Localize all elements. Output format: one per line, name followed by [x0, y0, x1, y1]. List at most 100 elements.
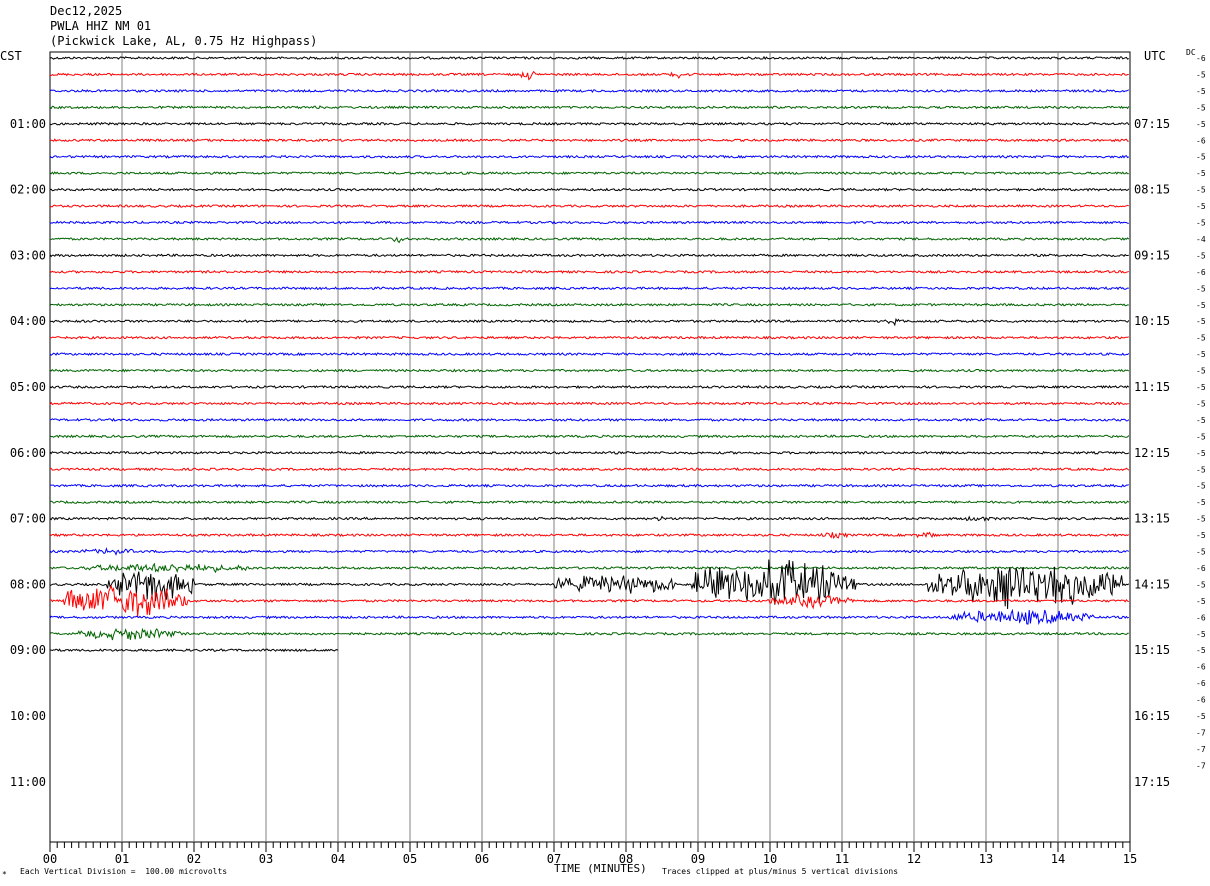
plot-location: (Pickwick Lake, AL, 0.75 Hz Highpass): [50, 34, 318, 48]
left-timezone-label: CST: [0, 49, 22, 63]
x-tick-label: 09: [691, 852, 705, 866]
right-hour-label: 10:15: [1134, 314, 1170, 328]
x-tick-label: 13: [979, 852, 993, 866]
seismic-trace: [49, 88, 1130, 93]
seismic-trace: [49, 204, 1130, 209]
seismic-trace: [49, 531, 1130, 539]
dc-offset-value: -5: [1196, 416, 1206, 425]
seismic-trace: [49, 483, 1129, 488]
dc-offset-value: -6: [1196, 268, 1206, 277]
dc-offset-value: -5: [1196, 399, 1206, 408]
dc-offset-value: -5: [1196, 334, 1206, 343]
seismic-trace: [49, 171, 1129, 176]
seismic-trace: [49, 154, 1130, 159]
seismic-trace: [49, 546, 1130, 556]
x-tick-label: 05: [403, 852, 417, 866]
dc-offset-value: -6: [1196, 679, 1206, 688]
right-hour-label: 14:15: [1134, 577, 1170, 591]
seismic-trace: [49, 434, 1130, 439]
dc-offset-value: -5: [1196, 367, 1206, 376]
seismic-trace: [49, 55, 1129, 60]
x-axis-title: TIME (MINUTES): [554, 862, 647, 875]
dc-offset-value: -6: [1196, 663, 1206, 672]
x-tick-label: 10: [763, 852, 777, 866]
dc-offset-value: -7: [1196, 761, 1206, 770]
dc-offset-value: -5: [1196, 531, 1206, 540]
dc-offset-value: -5: [1196, 219, 1206, 228]
corner-mark: *: [2, 870, 7, 879]
seismic-trace: [49, 467, 1130, 472]
right-hour-label: 17:15: [1134, 775, 1170, 789]
left-hour-label: 08:00: [10, 577, 46, 591]
x-tick-label: 01: [115, 852, 129, 866]
seismic-trace: [49, 352, 1130, 357]
x-tick-label: 06: [475, 852, 489, 866]
dc-offset-value: -5: [1196, 301, 1206, 310]
dc-offset-value: -6: [1196, 54, 1206, 63]
right-hour-label: 09:15: [1134, 248, 1170, 262]
seismic-trace: [49, 105, 1130, 110]
right-hour-label: 15:15: [1134, 643, 1170, 657]
dc-offset-value: -5: [1196, 383, 1206, 392]
dc-offset-value: -5: [1196, 202, 1206, 211]
plot-date: Dec12,2025: [50, 4, 123, 18]
dc-offset-value: -5: [1196, 498, 1206, 507]
left-hour-label: 01:00: [10, 117, 46, 131]
dc-offset-value: -5: [1196, 251, 1206, 260]
dc-offset-value: -5: [1196, 120, 1206, 129]
right-hour-label: 12:15: [1134, 446, 1170, 460]
seismic-trace: [49, 401, 1129, 406]
dc-offset-value: -5: [1196, 186, 1206, 195]
dc-offset-value: -7: [1196, 728, 1206, 737]
dc-offset-value: -5: [1196, 712, 1206, 721]
x-tick-label: 07: [547, 852, 561, 866]
dc-offset-value: -5: [1196, 350, 1206, 359]
right-hour-label: 13:15: [1134, 512, 1170, 526]
scale-note: Each Vertical Division = 100.00 microvol…: [20, 867, 228, 876]
plot-frame: [49, 51, 1131, 843]
left-hour-label: 07:00: [10, 512, 46, 526]
right-hour-label: 07:15: [1134, 117, 1170, 131]
dc-offset-value: -5: [1196, 284, 1206, 293]
dc-offset-value: -6: [1196, 564, 1206, 573]
left-hour-label: 11:00: [10, 775, 46, 789]
dc-offset-value: -5: [1196, 548, 1206, 557]
x-tick-label: 04: [331, 852, 345, 866]
x-tick-label: 00: [43, 852, 57, 866]
seismic-trace: [49, 317, 1130, 327]
x-tick-label: 12: [907, 852, 921, 866]
seismic-trace: [49, 368, 1130, 373]
seismic-trace: [49, 253, 1129, 258]
left-hour-label: 09:00: [10, 643, 46, 657]
left-hour-label: 10:00: [10, 709, 46, 723]
dc-offset-value: -5: [1196, 580, 1206, 589]
seismic-trace: [49, 187, 1130, 192]
dc-offset-value: -6: [1196, 613, 1206, 622]
dc-offset-value: -5: [1196, 169, 1206, 178]
seismic-trace: [49, 648, 339, 653]
left-hour-label: 05:00: [10, 380, 46, 394]
dc-offset-value: -5: [1196, 103, 1206, 112]
x-tick-label: 03: [259, 852, 273, 866]
dc-offset-value: -4: [1196, 235, 1206, 244]
dc-offset-value: -5: [1196, 630, 1206, 639]
seismic-trace: [49, 515, 1130, 522]
dc-offset-value: -5: [1196, 482, 1206, 491]
dc-offset-header: DC: [1186, 48, 1196, 57]
x-tick-label: 11: [835, 852, 849, 866]
seismic-trace: [49, 236, 1130, 244]
plot-station: PWLA HHZ NM 01: [50, 19, 152, 33]
left-hour-label: 04:00: [10, 314, 46, 328]
dc-offset-value: -7: [1196, 745, 1206, 754]
right-timezone-label: UTC: [1144, 49, 1166, 63]
seismic-trace: [49, 559, 1130, 610]
seismic-trace: [49, 608, 1130, 626]
seismic-trace: [49, 562, 1130, 574]
dc-offset-value: -5: [1196, 432, 1206, 441]
x-tick-label: 08: [619, 852, 633, 866]
dc-offset-value: -5: [1196, 465, 1206, 474]
dc-offset-value: -6: [1196, 136, 1206, 145]
dc-offset-value: -5: [1196, 449, 1206, 458]
dc-offset-value: -6: [1196, 696, 1206, 705]
